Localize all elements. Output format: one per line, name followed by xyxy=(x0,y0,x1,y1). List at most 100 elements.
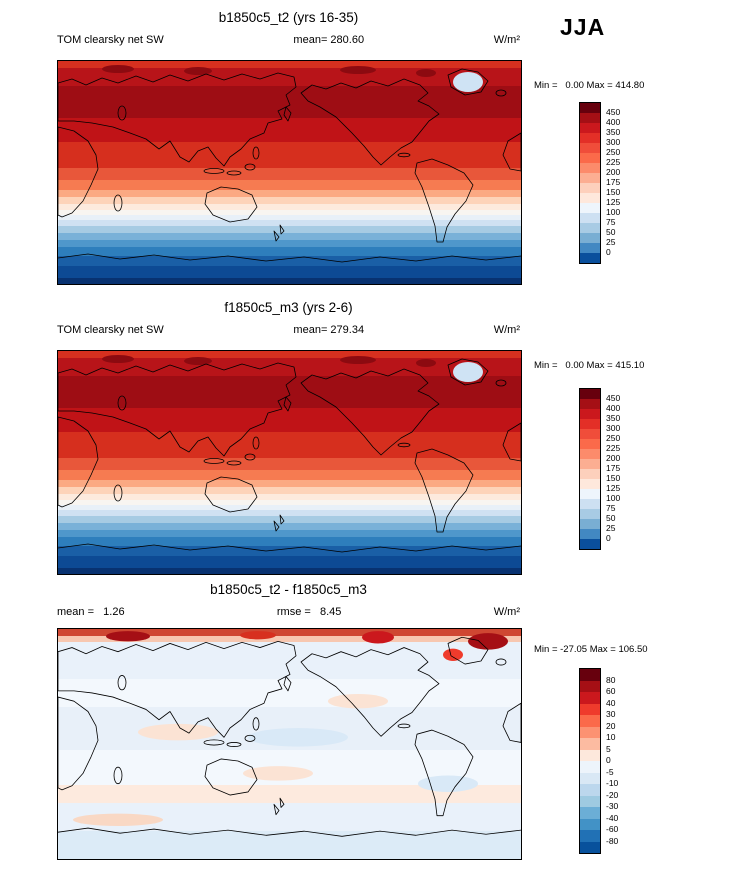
panel3-map-patches xyxy=(73,631,508,826)
map-band xyxy=(58,357,521,376)
colorbar-box xyxy=(580,223,600,233)
map-band xyxy=(58,232,521,240)
colorbar-tick-label: 25 xyxy=(606,236,616,247)
map-band xyxy=(58,499,521,505)
colorbar-tick-label: 350 xyxy=(606,412,621,423)
colorbar-tick-label: 30 xyxy=(606,708,616,719)
colorbar-box xyxy=(580,669,600,681)
colorbar-tick-label: 350 xyxy=(606,126,621,137)
map-band xyxy=(58,510,521,517)
panel2-mean-value: mean= 279.34 xyxy=(293,324,365,336)
colorbar-tick-label: 300 xyxy=(606,422,621,433)
panel3-rmse-value: rmse = 8.45 xyxy=(276,606,342,618)
map-band xyxy=(58,470,521,480)
coastline-outline xyxy=(58,68,521,263)
colorbar-tick-label: 200 xyxy=(606,452,621,463)
map-band xyxy=(58,239,521,248)
colorbar-box xyxy=(580,469,600,479)
panel3-map xyxy=(57,628,522,860)
colorbar-box xyxy=(580,193,600,203)
colorbar-tick-label: 450 xyxy=(606,106,621,117)
colorbar-box xyxy=(580,841,600,853)
colorbar-tick-label: -60 xyxy=(606,823,619,834)
colorbar-box xyxy=(580,163,600,173)
map-band xyxy=(58,118,521,143)
colorbar-box xyxy=(580,409,600,419)
colorbar-box xyxy=(580,113,600,123)
colorbar-tick-label: 150 xyxy=(606,472,621,483)
colorbar-swatches xyxy=(579,668,601,854)
colorbar-box xyxy=(580,103,600,113)
colorbar-tick-label: 20 xyxy=(606,720,616,731)
panel1-map-patches xyxy=(102,65,483,92)
panel3-map-overlay xyxy=(58,631,521,837)
colorbar-box xyxy=(580,429,600,439)
colorbar-box xyxy=(580,243,600,253)
colorbar-tick-label: 225 xyxy=(606,156,621,167)
colorbar-tick-label: 225 xyxy=(606,442,621,453)
colorbar-tick-label: -10 xyxy=(606,777,619,788)
panel2-map xyxy=(57,350,522,575)
panel2-colorbar: 450 400 350 300 250 225 200 175 150 125 100 75 50 25 0 xyxy=(579,388,620,550)
colorbar-tick-label: 300 xyxy=(606,136,621,147)
map-band xyxy=(58,85,521,119)
colorbar-box xyxy=(580,499,600,509)
colorbar-tick-label: 5 xyxy=(606,743,611,754)
colorbar-box xyxy=(580,459,600,469)
colorbar-box xyxy=(580,726,600,738)
panel2-map-overlay xyxy=(58,355,521,553)
panel1-map xyxy=(57,60,522,285)
map-band xyxy=(58,189,521,198)
colorbar-box xyxy=(580,519,600,529)
map-band xyxy=(58,203,521,210)
season-label: JJA xyxy=(560,14,606,40)
colorbar-tick-label: 0 xyxy=(606,246,611,257)
map-band xyxy=(58,629,521,637)
colorbar-tick-label: 75 xyxy=(606,216,616,227)
map-band xyxy=(58,61,521,68)
panel1-map-fill-bands xyxy=(58,61,521,285)
map-band xyxy=(58,529,521,538)
panel3-colorbar: 80 60 40 30 20 10 5 0 -5 -10 -20 -30 -40 -60 -80 xyxy=(579,668,618,854)
panel1-colorbar: 450 400 350 300 250 225 200 175 150 125 100 75 50 25 0 xyxy=(579,102,620,264)
colorbar-box xyxy=(580,692,600,704)
colorbar-tick-label: 10 xyxy=(606,731,616,742)
colorbar-box xyxy=(580,703,600,715)
colorbar-tick-label: -40 xyxy=(606,812,619,823)
panel1-map-overlay xyxy=(58,65,521,263)
colorbar-box xyxy=(580,203,600,213)
panel1-mean-value: mean= 280.60 xyxy=(293,34,365,46)
map-band xyxy=(58,830,521,859)
panel2-map-patches xyxy=(102,355,483,382)
map-band xyxy=(58,516,521,523)
map-band xyxy=(58,168,521,181)
colorbar-tick-label: 125 xyxy=(606,196,621,207)
map-band xyxy=(58,255,521,266)
map-band xyxy=(58,522,521,530)
map-band xyxy=(58,504,521,511)
colorbar-box xyxy=(580,784,600,796)
map-band xyxy=(58,197,521,204)
panel3-minmax: Min = -27.05 Max = 106.50 xyxy=(534,644,648,655)
panel1-variable-label: TOM clearsky net SW xyxy=(57,34,164,46)
panel1-header-row: TOM clearsky net SW mean= 280.60 W/m² xyxy=(57,34,520,46)
colorbar-tick-label: 400 xyxy=(606,116,621,127)
map-band xyxy=(58,493,521,500)
colorbar-box xyxy=(580,233,600,243)
map-band xyxy=(58,458,521,471)
colorbar-box xyxy=(580,449,600,459)
colorbar-box xyxy=(580,749,600,761)
colorbar-box xyxy=(580,489,600,499)
colorbar-box xyxy=(580,213,600,223)
map-band xyxy=(58,247,521,256)
colorbar-swatches xyxy=(579,388,601,550)
map-band xyxy=(58,567,521,575)
colorbar-tick-label: 450 xyxy=(606,392,621,403)
panel2-units-label: W/m² xyxy=(493,324,520,336)
map-band xyxy=(58,180,521,190)
colorbar-box xyxy=(580,680,600,692)
colorbar-box xyxy=(580,807,600,819)
colorbar-box xyxy=(580,183,600,193)
panel2-variable-label: TOM clearsky net SW xyxy=(57,324,164,336)
